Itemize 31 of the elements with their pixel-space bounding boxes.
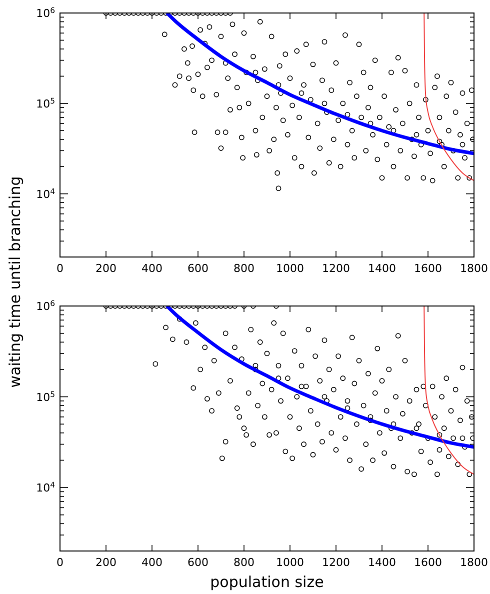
y-axis-title: waiting time until branching [6, 176, 24, 388]
x-tick-label: 1800 [460, 556, 488, 569]
y-tick-label: 10$^{5}$ [36, 96, 56, 110]
y-tick-label: 10$^{5}$ [36, 389, 56, 404]
x-axis-title: population size [210, 573, 324, 591]
x-tick-label: 200 [96, 556, 116, 569]
x-tick-label: 800 [234, 556, 254, 569]
x-tick-label: 1200 [322, 262, 350, 275]
x-tick-label: 200 [96, 262, 116, 275]
line-series [165, 306, 474, 449]
x-tick-label: 1400 [368, 556, 396, 569]
y-tick-label: 10$^{4}$ [36, 480, 56, 495]
x-tick-label: 1600 [414, 556, 442, 569]
y-tick-label: 10$^{6}$ [36, 298, 56, 313]
x-tick-label: 800 [234, 262, 254, 275]
x-tick-label: 1400 [368, 262, 396, 275]
x-tick-label: 1000 [276, 556, 304, 569]
x-tick-label: 0 [56, 262, 64, 275]
x-tick-label: 1600 [414, 262, 442, 275]
x-tick-label: 600 [188, 262, 208, 275]
x-tick-label: 1800 [460, 262, 488, 275]
line-series [165, 13, 474, 156]
x-tick-label: 400 [142, 556, 162, 569]
x-tick-label: 400 [142, 262, 162, 275]
y-tick-label: 10$^{4}$ [36, 186, 56, 201]
x-tick-label: 0 [56, 556, 64, 569]
x-tick-label: 1200 [322, 556, 350, 569]
x-tick-label: 1000 [276, 262, 304, 275]
x-tick-label: 600 [188, 556, 208, 569]
y-tick-label: 10$^{6}$ [36, 6, 56, 20]
line-series [424, 13, 474, 182]
